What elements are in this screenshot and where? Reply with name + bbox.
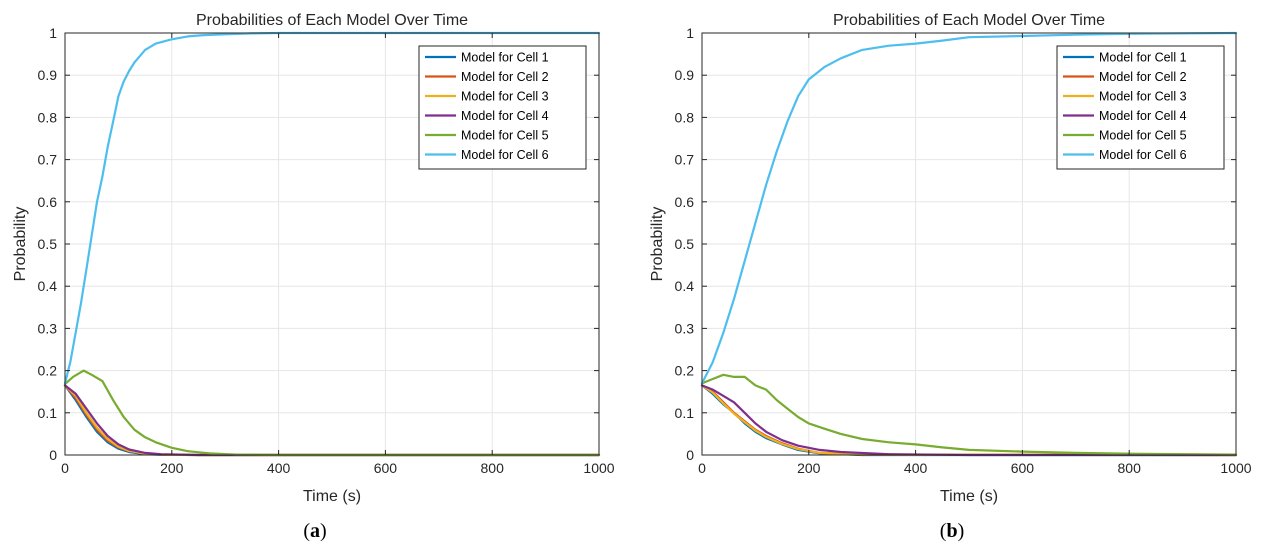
- y-tick-label: 0.1: [675, 405, 695, 421]
- x-tick-label: 0: [61, 460, 69, 476]
- legend-entry: Model for Cell 4: [461, 109, 549, 123]
- legend-entry: Model for Cell 5: [461, 129, 549, 143]
- y-tick-label: 0.5: [38, 236, 58, 252]
- legend-entry: Model for Cell 6: [1099, 148, 1187, 162]
- x-tick-label: 800: [481, 460, 505, 476]
- y-tick-label: 0.4: [38, 278, 58, 294]
- y-tick-label: 0.2: [38, 363, 58, 379]
- legend-entry: Model for Cell 1: [461, 51, 549, 65]
- chart-panel-a: 0 200 400 600 800 1000 0 0.1 0.2 0.3 0.4 0.5 0.6 0.7 0…: [12, 12, 615, 542]
- series-line-cell-5: [63, 369, 601, 457]
- chart-title: Probabilities of Each Model Over Time: [833, 12, 1105, 29]
- x-tick-label: 600: [374, 460, 398, 476]
- y-tick-label: 0.9: [38, 67, 58, 83]
- x-tick-label: 200: [797, 460, 821, 476]
- legend-entry: Model for Cell 4: [1099, 109, 1187, 123]
- legend-entry: Model for Cell 3: [461, 90, 549, 104]
- y-axis-label: Probability: [12, 207, 29, 282]
- legend-box: [418, 45, 587, 170]
- legend: Model for Cell 1 Model for Cell 2 Model fo…: [418, 45, 587, 170]
- legend-entry: Model for Cell 2: [461, 70, 549, 84]
- x-tick-label: 0: [698, 460, 706, 476]
- legend-entry: Model for Cell 5: [1099, 129, 1187, 143]
- y-tick-label: 0.8: [38, 109, 58, 125]
- chart-panel-b: 0 200 400 600 800 1000 0 0.1 0.2 0.3 0.4 0.5 0.6 0.7 0…: [649, 12, 1252, 542]
- chart-title: Probabilities of Each Model Over Time: [196, 12, 468, 29]
- x-tick-label: 400: [267, 460, 291, 476]
- x-axis-label: Time (s): [940, 488, 998, 505]
- legend: Model for Cell 1 Model for Cell 2 Model fo…: [1056, 45, 1225, 170]
- legend-entry: Model for Cell 6: [461, 148, 549, 162]
- x-axis-label: Time (s): [303, 488, 361, 505]
- series-line-cell-4: [700, 384, 1238, 457]
- y-tick-label: 0.2: [675, 363, 695, 379]
- series-line-cell-6: [700, 31, 1238, 385]
- x-tick-label: 800: [1118, 460, 1142, 476]
- y-tick-label: 0.3: [38, 320, 58, 336]
- y-tick-label: 0.9: [675, 67, 695, 83]
- y-tick-label: 0.8: [675, 109, 695, 125]
- x-tick-label: 200: [160, 460, 184, 476]
- x-tick-label: 1000: [583, 460, 614, 476]
- y-tick-label: 0.3: [675, 320, 695, 336]
- y-tick-label: 0.1: [38, 405, 58, 421]
- legend-entry: Model for Cell 2: [1099, 70, 1187, 84]
- legend-entry: Model for Cell 3: [1099, 90, 1187, 104]
- series-line-cell-3: [700, 384, 1238, 457]
- y-tick-label: 0: [49, 447, 57, 463]
- y-tick-label: 0.6: [38, 194, 58, 210]
- y-tick-label: 0.7: [675, 152, 695, 168]
- y-tick-label: 0.5: [675, 236, 695, 252]
- y-tick-label: 1: [686, 25, 694, 41]
- x-tick-label: 600: [1011, 460, 1035, 476]
- series-line-cell-5: [700, 373, 1238, 456]
- y-tick-label: 0.6: [675, 194, 695, 210]
- x-tick-label: 1000: [1220, 460, 1251, 476]
- legend-entry: Model for Cell 1: [1099, 51, 1187, 65]
- panel-caption: (b): [940, 520, 964, 542]
- y-tick-label: 0: [686, 447, 694, 463]
- series-line-cell-6: [63, 31, 601, 385]
- y-tick-label: 1: [49, 25, 57, 41]
- y-tick-label: 0.4: [675, 278, 695, 294]
- panel-caption: (a): [303, 520, 326, 542]
- y-tick-label: 0.7: [38, 152, 58, 168]
- legend-box: [1056, 45, 1225, 170]
- x-tick-label: 400: [904, 460, 928, 476]
- y-axis-label: Probability: [649, 207, 666, 282]
